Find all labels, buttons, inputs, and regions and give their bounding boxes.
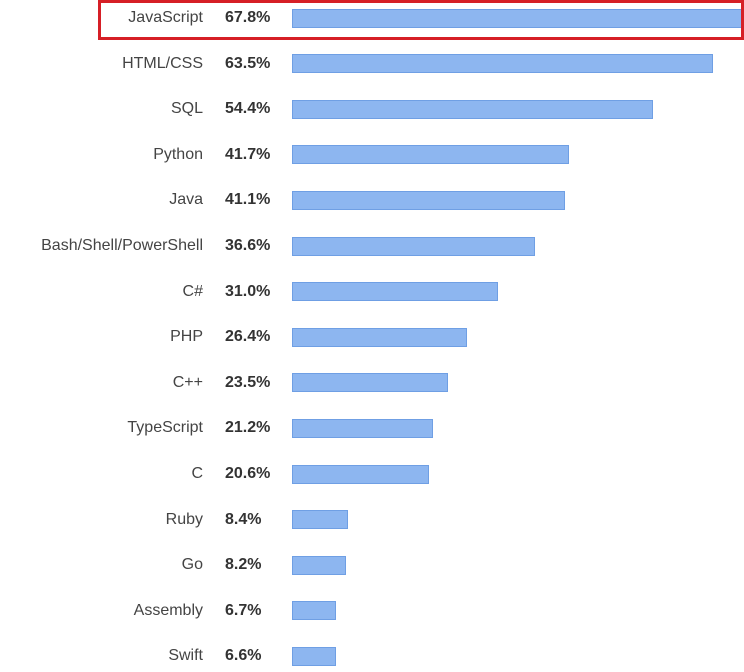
- value-label: 41.1%: [225, 191, 271, 209]
- value-label: 23.5%: [225, 373, 271, 391]
- value-label: 6.7%: [225, 601, 262, 619]
- category-label: C: [191, 465, 203, 482]
- bar: [292, 601, 336, 621]
- category-label: HTML/CSS: [122, 54, 203, 72]
- bar: [292, 327, 467, 347]
- category-label: Bash/Shell/PowerShell: [41, 237, 203, 254]
- highlight-box: [98, 0, 744, 40]
- bar: [292, 373, 448, 393]
- bar: [292, 190, 565, 210]
- bar: [292, 510, 348, 530]
- category-label: SQL: [170, 100, 203, 118]
- category-label: Java: [169, 191, 203, 209]
- category-label: PHP: [170, 328, 203, 346]
- category-label: Swift: [168, 647, 203, 665]
- category-label: C++: [172, 373, 203, 391]
- category-label: TypeScript: [127, 419, 203, 437]
- value-label: 63.5%: [225, 54, 271, 72]
- bar: [292, 236, 535, 256]
- bar: [292, 646, 336, 666]
- category-label: Python: [153, 145, 203, 163]
- value-label: 41.7%: [225, 145, 271, 163]
- value-label: 67.8%: [225, 9, 271, 26]
- bar: [292, 145, 569, 165]
- bar: [292, 282, 498, 302]
- category-label: JavaScript: [128, 9, 203, 26]
- category-label: Go: [181, 556, 203, 574]
- category-label: C#: [182, 282, 203, 300]
- bar: [292, 555, 346, 575]
- bar: [292, 54, 713, 74]
- value-label: 54.4%: [225, 100, 271, 118]
- value-label: 8.2%: [225, 556, 262, 574]
- value-label: 8.4%: [225, 510, 262, 528]
- value-label: 6.6%: [225, 647, 262, 665]
- category-label: Assembly: [133, 601, 203, 619]
- bar: [292, 464, 429, 484]
- value-label: 31.0%: [225, 282, 271, 300]
- value-label: 21.2%: [225, 419, 271, 437]
- value-label: 26.4%: [225, 328, 271, 346]
- value-label: 20.6%: [225, 465, 271, 482]
- bar: [292, 99, 653, 119]
- bar: [292, 418, 433, 438]
- category-label: Ruby: [165, 510, 203, 528]
- value-label: 36.6%: [225, 237, 271, 254]
